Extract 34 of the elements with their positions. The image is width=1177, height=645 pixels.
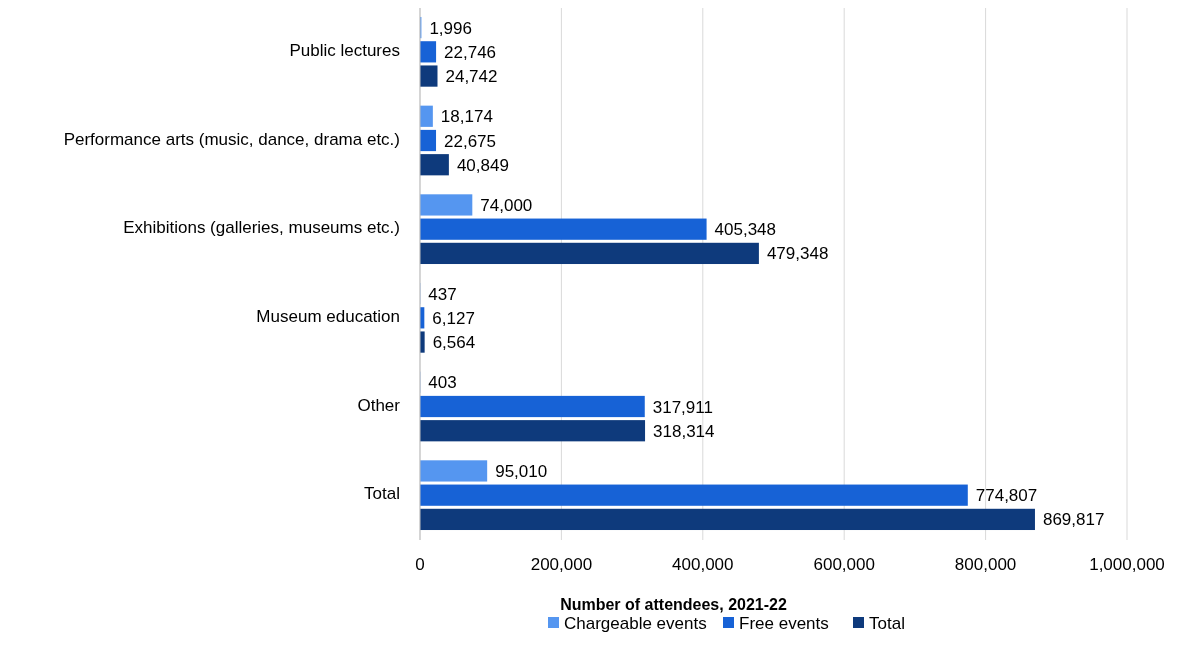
x-tick-label: 600,000	[813, 555, 875, 574]
legend-label: Free events	[739, 614, 829, 633]
data-label: 403	[428, 373, 457, 393]
data-label: 1,996	[429, 18, 472, 38]
data-label: 869,817	[1042, 510, 1105, 530]
x-axis-title: Number of attendees, 2021-22	[560, 596, 787, 613]
y-tick-label: Performance arts (music, dance, drama etc.)	[63, 129, 400, 149]
data-label: 74,000	[480, 195, 533, 215]
data-label: 18,174	[440, 107, 493, 127]
legend-label: Total	[869, 614, 905, 633]
data-label: 22,746	[444, 42, 497, 62]
x-tick-label: 0	[415, 555, 425, 574]
data-label: 479,348	[766, 244, 829, 264]
y-tick-label: Museum education	[256, 306, 400, 326]
data-label: 40,849	[456, 155, 509, 175]
y-tick-label: Total	[364, 484, 400, 504]
legend-label: Chargeable events	[564, 614, 707, 633]
data-label: 24,742	[445, 67, 498, 87]
y-tick-label: Other	[357, 395, 401, 415]
data-label: 774,807	[975, 486, 1038, 506]
data-label: 317,911	[652, 397, 713, 417]
data-label: 95,010	[495, 461, 548, 481]
y-tick-label: Public lectures	[289, 40, 400, 60]
x-tick-label: 800,000	[954, 555, 1017, 574]
data-label: 437	[428, 284, 457, 304]
x-tick-label: 200,000	[530, 555, 593, 574]
data-label: 405,348	[714, 220, 777, 240]
data-label: 22,675	[444, 131, 497, 151]
y-tick-label: Exhibitions (galleries, museums etc.)	[123, 218, 400, 238]
data-label: 6,127	[432, 308, 475, 328]
x-tick-label: 400,000	[672, 555, 734, 574]
data-label: 318,314	[653, 421, 715, 441]
x-tick-label: 1,000,000	[1089, 555, 1165, 574]
data-label: 6,564	[432, 333, 476, 353]
